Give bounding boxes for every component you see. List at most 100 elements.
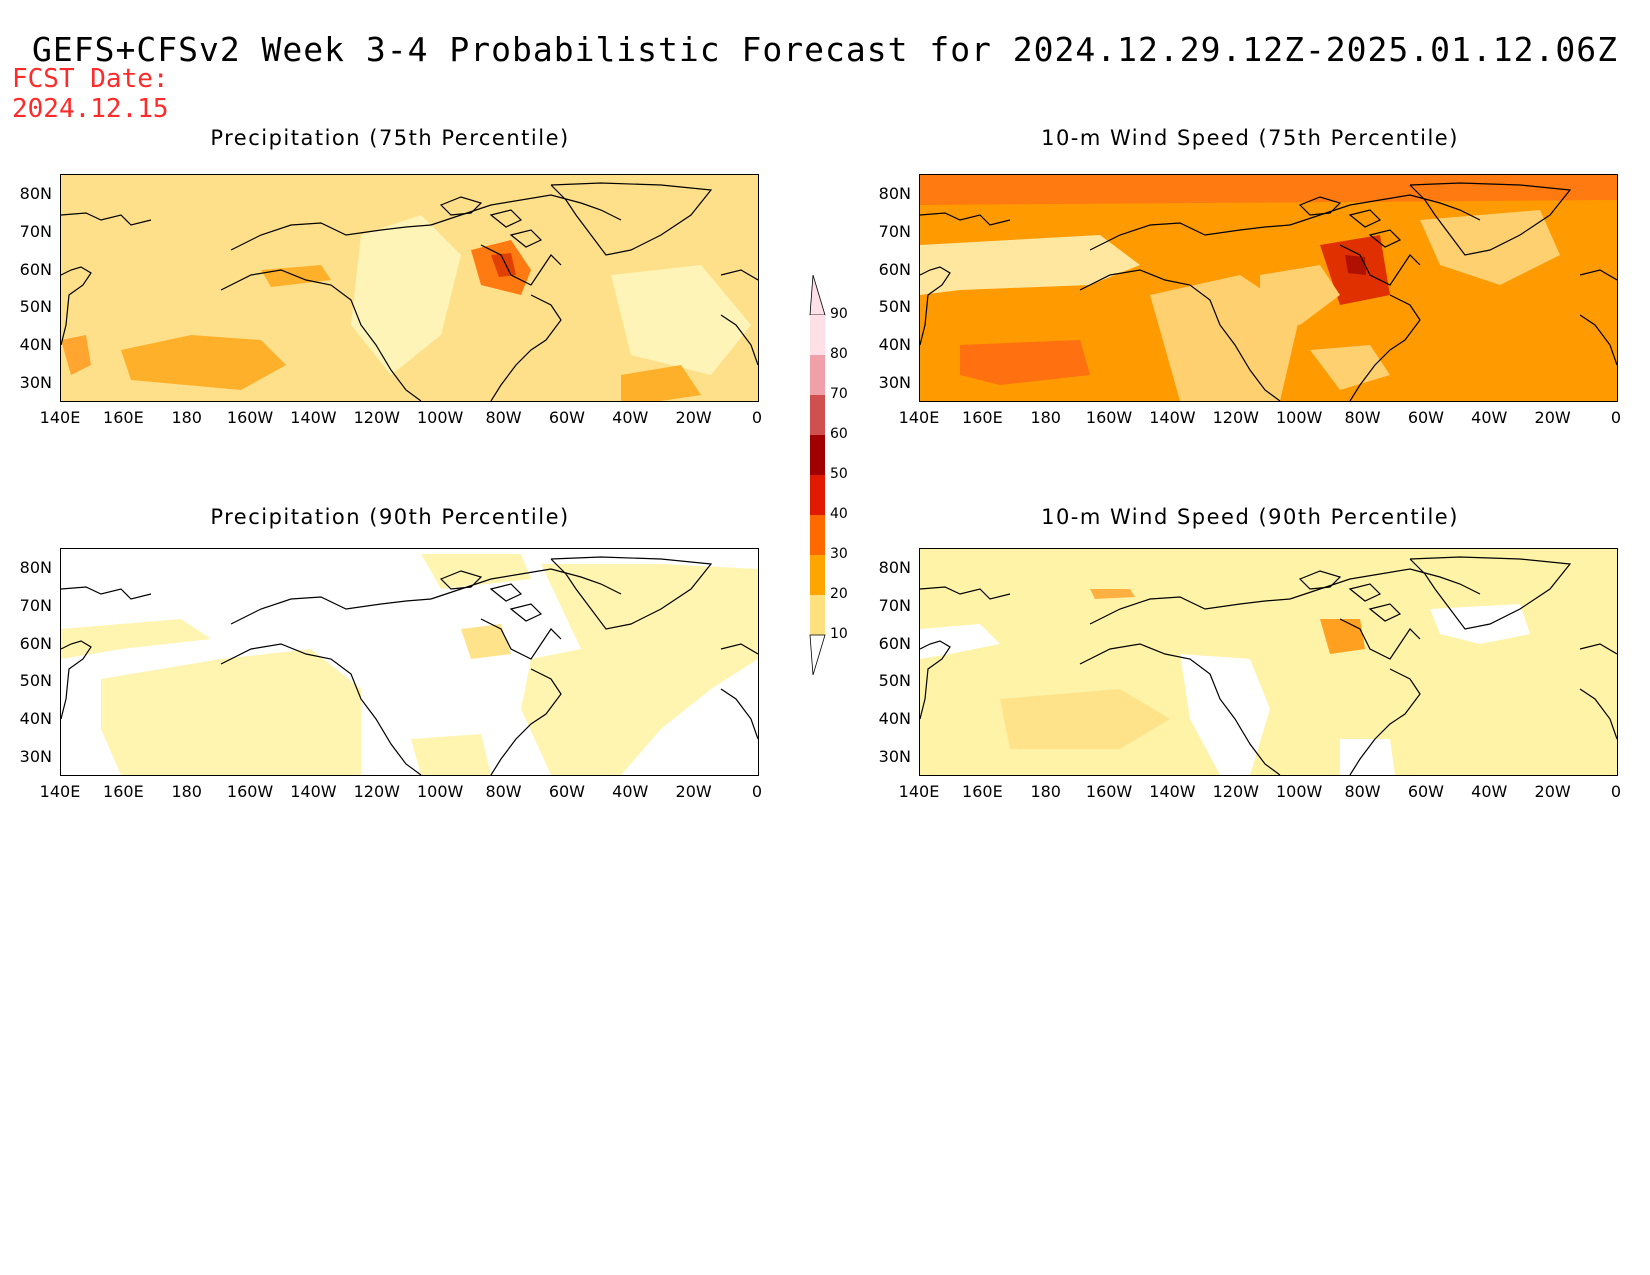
lon-tick-label: 80W xyxy=(485,408,522,427)
lon-tick-label: 160E xyxy=(962,408,1003,427)
lon-tick-label: 160W xyxy=(226,408,274,427)
coastline-segment xyxy=(1339,618,1421,660)
coastline-segment xyxy=(1348,583,1382,602)
lon-tick-label: 160W xyxy=(1085,782,1133,801)
lon-tick-label: 80W xyxy=(485,782,522,801)
lon-tick-label: 140E xyxy=(39,782,81,801)
colorbar-bottom-arrow xyxy=(809,634,826,675)
lon-tick-label: 100W xyxy=(1275,782,1323,801)
lon-tick-label: 100W xyxy=(416,782,464,801)
field-white xyxy=(1340,739,1395,775)
field-red xyxy=(491,253,516,277)
coastline-segment xyxy=(720,314,758,366)
coastline-segment xyxy=(1298,570,1342,590)
lon-tick-label: 180 xyxy=(171,408,202,427)
field-light xyxy=(521,564,758,775)
lon-tick-label: 160W xyxy=(226,782,274,801)
field-orange xyxy=(61,335,91,375)
lat-tick-label: 30N xyxy=(19,373,52,392)
coastline-segment xyxy=(480,244,562,286)
lon-tick-label: 160E xyxy=(962,782,1003,801)
field-mid xyxy=(461,624,511,659)
forecast-date-block: FCST Date: 2024.12.15 xyxy=(12,64,169,124)
lat-tick-label: 50N xyxy=(19,297,52,317)
coastline-segment xyxy=(489,583,523,602)
lat-tick-label: 70N xyxy=(19,595,52,615)
coastline-segment xyxy=(1368,603,1402,622)
panel-title-precip-90: Precipitation (90th Percentile) xyxy=(210,505,570,529)
coastline-segment xyxy=(1579,688,1617,740)
colorbar-segment xyxy=(810,555,825,595)
colorbar-segment xyxy=(810,475,825,515)
coastline-segment xyxy=(480,618,562,660)
coastline-segment xyxy=(230,596,432,625)
coastline-segment xyxy=(920,586,1011,600)
lat-tick-label: 30N xyxy=(878,747,911,766)
coastline-segment xyxy=(1089,596,1291,625)
lat-tick-label: 70N xyxy=(19,221,52,241)
lon-tick-label: 100W xyxy=(416,408,464,427)
field-light xyxy=(421,554,531,589)
coastline-segment xyxy=(550,182,713,256)
lon-tick-label: 120W xyxy=(353,408,400,427)
coastline xyxy=(61,556,758,775)
map-precip-90 xyxy=(60,548,759,776)
lon-tick-label: 0 xyxy=(751,782,763,801)
lon-tick-label: 40W xyxy=(1471,782,1508,801)
coastline-segment xyxy=(920,266,951,346)
field-dark-orange xyxy=(960,340,1090,385)
colorbar-segment xyxy=(810,435,825,475)
coastline-segment xyxy=(1349,668,1421,775)
colorbar-segment xyxy=(810,395,825,435)
lon-tick-label: 140W xyxy=(1149,408,1196,427)
lat-tick-label: 60N xyxy=(19,633,52,653)
colorbar-tick-label: 60 xyxy=(830,426,848,442)
lon-tick-label: 60W xyxy=(548,408,585,427)
lat-tick-label: 70N xyxy=(878,595,911,615)
colorbar-tick-label: 70 xyxy=(830,386,848,402)
field-orange xyxy=(1090,589,1135,599)
panel-title-precip-75: Precipitation (75th Percentile) xyxy=(210,126,570,150)
lon-tick-label: 160E xyxy=(103,408,144,427)
field-orange xyxy=(121,335,286,390)
coastline-segment xyxy=(1368,229,1402,248)
lon-tick-label: 140E xyxy=(898,408,940,427)
coastline-segment xyxy=(509,229,543,248)
coastline-segment xyxy=(720,688,758,740)
colorbar-tick-label: 10 xyxy=(830,626,848,642)
forecast-date-value: 2024.12.15 xyxy=(12,94,169,124)
lon-tick-label: 0 xyxy=(1610,408,1622,427)
lon-tick-label: 60W xyxy=(1407,782,1444,801)
lon-tick-label: 140W xyxy=(290,408,337,427)
coastline-segment xyxy=(1409,556,1572,630)
lat-tick-label: 50N xyxy=(878,671,911,691)
map-wind-90 xyxy=(919,548,1618,776)
lon-tick-label: 40W xyxy=(612,408,649,427)
coastline-segment xyxy=(439,570,483,590)
coastline-segment xyxy=(1579,269,1617,281)
lat-tick-label: 60N xyxy=(878,633,911,653)
lon-tick-label: 0 xyxy=(1610,782,1622,801)
coastline xyxy=(920,182,1617,401)
coastline-segment xyxy=(230,222,432,251)
coastline-segment xyxy=(1339,244,1421,286)
lon-tick-label: 0 xyxy=(751,408,763,427)
lon-tick-label: 80W xyxy=(1344,782,1381,801)
coastline-segment xyxy=(509,603,543,622)
field-orange xyxy=(1320,619,1365,654)
lat-tick-label: 40N xyxy=(19,335,52,355)
colorbar-segment xyxy=(810,595,825,635)
coastline-segment xyxy=(61,640,92,720)
coastline-segment xyxy=(920,640,951,720)
lat-tick-label: 40N xyxy=(878,709,911,729)
lon-tick-label: 140E xyxy=(39,408,81,427)
coastline-segment xyxy=(61,266,92,346)
panel-title-wind-90: 10-m Wind Speed (90th Percentile) xyxy=(1041,505,1459,529)
coastline-segment xyxy=(1079,269,1281,401)
colorbar-tick-label: 80 xyxy=(830,346,848,362)
field-light xyxy=(920,235,1140,295)
coastline-segment xyxy=(720,643,758,655)
field-light xyxy=(1420,210,1560,285)
colorbar xyxy=(809,275,826,675)
lon-tick-label: 180 xyxy=(1030,408,1061,427)
